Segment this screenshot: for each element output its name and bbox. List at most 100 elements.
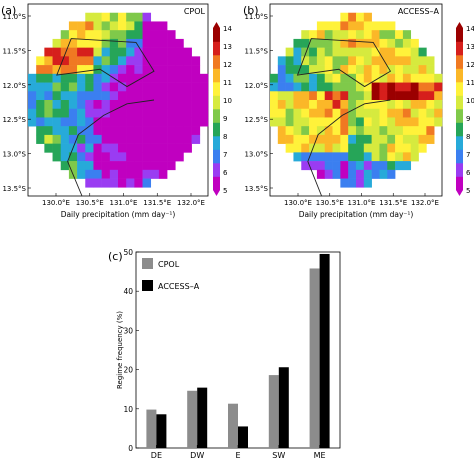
colorbar-segment xyxy=(213,82,220,96)
precip-cell xyxy=(85,38,94,48)
precip-cell xyxy=(118,73,127,83)
precip-cell xyxy=(309,73,318,83)
precip-cell xyxy=(363,82,372,92)
precip-cell xyxy=(77,56,86,66)
precip-cell xyxy=(134,65,143,75)
precip-cell xyxy=(126,91,135,101)
y-tick-label: 12.0°S xyxy=(244,82,268,90)
precip-cell xyxy=(324,91,333,101)
precip-cell xyxy=(387,143,396,153)
precip-cell xyxy=(150,38,160,48)
precip-cell xyxy=(101,82,111,92)
precip-cell xyxy=(101,65,111,75)
precip-cell xyxy=(93,134,102,144)
precip-cell xyxy=(68,126,78,136)
precip-cell xyxy=(348,126,357,136)
precip-cell xyxy=(142,161,152,171)
precip-cell xyxy=(199,91,209,101)
precip-cell xyxy=(340,178,349,188)
precip-cell xyxy=(356,143,365,153)
precip-cell xyxy=(175,126,184,136)
precip-cell xyxy=(175,65,184,75)
colorbar-segment xyxy=(456,41,463,56)
precip-cell xyxy=(363,108,372,118)
precip-cell xyxy=(68,38,78,48)
y-axis-label: Regime frequency (%) xyxy=(116,311,124,389)
precip-cell xyxy=(167,108,176,118)
precip-cell xyxy=(77,117,86,127)
precip-cell xyxy=(426,117,435,127)
colorbar-segment xyxy=(213,149,220,164)
precip-cell xyxy=(285,126,294,136)
precip-cell xyxy=(60,73,70,83)
precip-cell xyxy=(118,30,127,40)
precip-cell xyxy=(332,169,341,179)
precip-cell xyxy=(93,143,102,153)
precip-cell xyxy=(340,161,349,171)
precip-cell xyxy=(85,56,94,66)
precip-cell xyxy=(348,178,357,188)
precip-cell xyxy=(158,91,168,101)
precip-cell xyxy=(387,100,396,110)
precip-cell xyxy=(44,91,53,101)
precip-cell xyxy=(150,56,160,66)
precip-cell xyxy=(356,12,365,22)
precip-cell xyxy=(371,108,380,118)
colorbar-segment xyxy=(213,28,220,42)
precip-cell xyxy=(363,126,372,136)
precip-cell xyxy=(316,152,326,162)
precip-cell xyxy=(85,30,94,40)
precip-cell xyxy=(285,91,294,101)
precip-cell xyxy=(118,126,127,136)
x-tick-label: ME xyxy=(314,451,326,458)
precip-cell xyxy=(340,108,349,118)
precip-cell xyxy=(150,169,160,179)
colorbar-tick-label: 8 xyxy=(466,133,470,141)
precip-cell xyxy=(101,47,111,57)
precip-cell xyxy=(332,100,341,110)
precip-cell xyxy=(101,21,111,31)
precip-cell xyxy=(301,143,310,153)
precip-cell xyxy=(134,47,143,57)
precip-cell xyxy=(36,126,45,136)
coastline-outline xyxy=(67,99,155,197)
colorbar-segment xyxy=(456,136,463,150)
colorbar-segment xyxy=(213,122,220,137)
precip-cell xyxy=(332,21,341,31)
precip-cell xyxy=(191,100,201,110)
precip-cell xyxy=(183,143,192,153)
x-tick-label: SW xyxy=(272,451,285,458)
colorbar-tick-label: 10 xyxy=(466,97,474,105)
precip-cell xyxy=(101,100,111,110)
precip-cell xyxy=(340,38,349,48)
precip-cell xyxy=(68,47,78,57)
precip-cell xyxy=(316,143,326,153)
precip-cell xyxy=(191,82,201,92)
colorbar-tick-label: 5 xyxy=(223,187,227,195)
precip-cell xyxy=(340,91,349,101)
precip-cell xyxy=(270,108,279,118)
precip-cell xyxy=(68,73,78,83)
precip-cell xyxy=(410,100,419,110)
precip-cell xyxy=(142,65,152,75)
precip-cell xyxy=(77,169,86,179)
precip-cell xyxy=(118,65,127,75)
colorbar-tick-label: 12 xyxy=(223,61,232,69)
precip-cell xyxy=(109,21,119,31)
precip-cell xyxy=(316,108,326,118)
precip-cell xyxy=(402,108,412,118)
precip-cell xyxy=(402,143,412,153)
precip-cells xyxy=(28,12,209,188)
precip-cell xyxy=(285,143,294,153)
precip-cell xyxy=(387,161,396,171)
precip-cell xyxy=(316,169,326,179)
precip-cell xyxy=(363,73,372,83)
precip-cell xyxy=(199,117,209,127)
precip-cell xyxy=(101,12,111,22)
precip-cell xyxy=(150,100,160,110)
x-tick-label: 131.0°E xyxy=(348,199,376,207)
precip-cell xyxy=(324,152,333,162)
precip-cell xyxy=(118,12,127,22)
precip-cell xyxy=(387,65,396,75)
precip-cell xyxy=(371,56,380,66)
